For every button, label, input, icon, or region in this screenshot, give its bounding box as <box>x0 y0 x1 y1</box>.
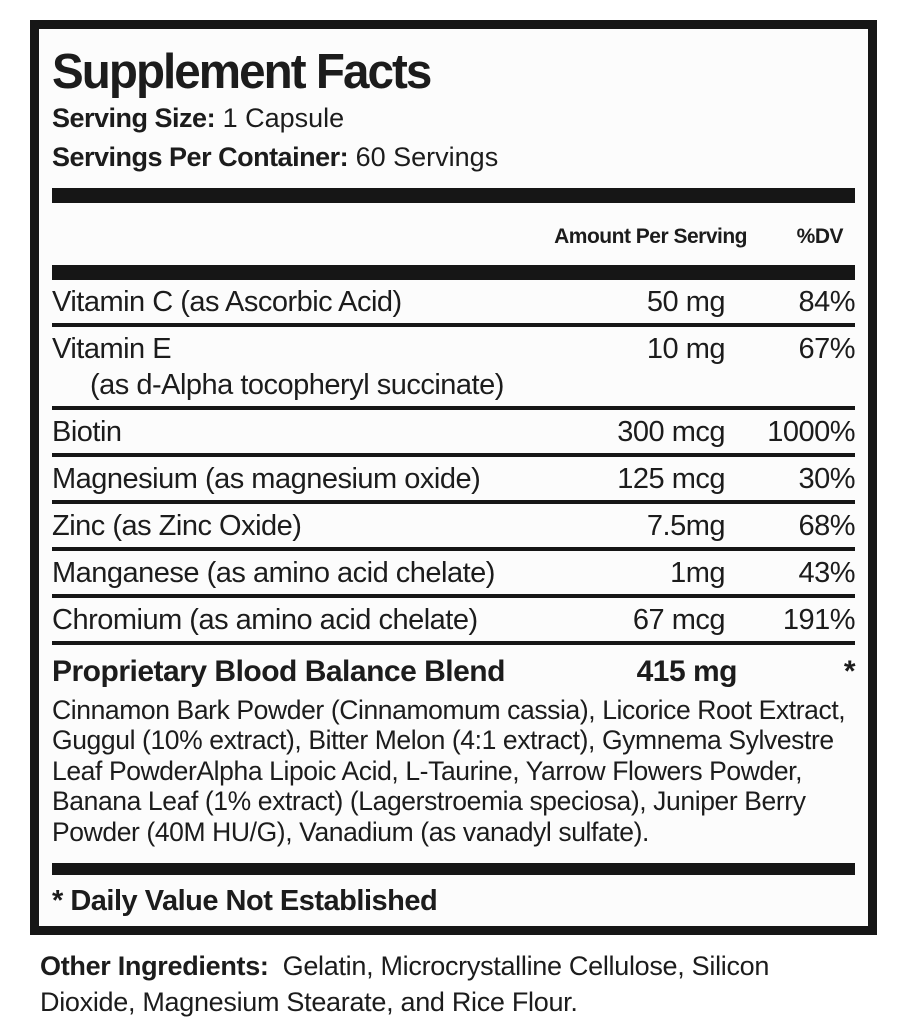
ingredient-name: Zinc (as Zinc Oxide) <box>52 509 302 542</box>
ingredient-dv: 1000% <box>767 415 855 448</box>
ingredient-dv: 67% <box>798 332 855 365</box>
ingredient-row-zinc: Zinc (as Zinc Oxide) 7.5mg 68% <box>52 504 856 551</box>
servings-per-container-label: Servings Per Container: <box>52 142 349 173</box>
divider-thick-header <box>52 264 855 280</box>
ingredient-row-biotin: Biotin 300 mcg 1000% <box>52 410 856 457</box>
label-title: Supplement Facts <box>52 45 432 99</box>
column-header-dv: %DV <box>796 224 844 248</box>
ingredient-row-manganese: Manganese (as amino acid chelate) 1mg 43… <box>52 551 856 598</box>
ingredient-amount: 50 mg <box>646 285 726 318</box>
ingredient-name-main: Vitamin E <box>52 332 172 365</box>
other-ingredients-section: Other Ingredients: Gelatin, Microcrystall… <box>40 948 870 1020</box>
servings-per-container-value: 60 Servings <box>355 142 499 173</box>
proprietary-blend-row: Proprietary Blood Balance Blend 415 mg * <box>52 645 856 691</box>
column-header-amount: Amount Per Serving <box>554 224 747 248</box>
other-ingredients-label: Other Ingredients: <box>40 951 269 981</box>
ingredient-name: Vitamin E (as d-Alpha tocopheryl succina… <box>52 333 557 401</box>
ingredient-amount: 300 mcg <box>617 415 725 448</box>
ingredient-dv: 191% <box>782 603 856 636</box>
blend-amount: 415 mg <box>636 654 738 688</box>
serving-size-line: Serving Size: 1 Capsule <box>52 101 855 137</box>
ingredient-name: Manganese (as amino acid chelate) <box>52 556 495 589</box>
ingredient-name: Magnesium (as magnesium oxide) <box>52 462 481 495</box>
ingredient-row-vitamin-c: Vitamin C (as Ascorbic Acid) 50 mg 84% <box>52 280 856 327</box>
ingredient-row-vitamin-e: Vitamin E (as d-Alpha tocopheryl succina… <box>52 327 856 410</box>
ingredient-row-chromium: Chromium (as amino acid chelate) 67 mcg … <box>52 598 856 645</box>
ingredient-row-magnesium: Magnesium (as magnesium oxide) 125 mcg 3… <box>52 457 856 504</box>
column-header-row: Amount Per Serving %DV <box>52 203 855 265</box>
ingredient-dv: 30% <box>798 462 855 495</box>
ingredient-name: Biotin <box>52 415 122 448</box>
blend-name: Proprietary Blood Balance Blend <box>52 654 505 688</box>
ingredient-name: Vitamin C (as Ascorbic Acid) <box>52 285 402 318</box>
other-ingredients-value: Gelatin, Microcrystalline Cellulose, Sil… <box>40 951 770 1017</box>
ingredient-dv: 68% <box>798 509 855 542</box>
serving-size-value: 1 Capsule <box>222 103 345 134</box>
ingredient-amount: 1mg <box>670 556 725 589</box>
blend-dv-asterisk: * <box>843 654 856 688</box>
servings-per-container-line: Servings Per Container: 60 Servings <box>52 140 855 176</box>
ingredient-name-sub: (as d-Alpha tocopheryl succinate) <box>90 368 504 401</box>
ingredient-amount: 10 mg <box>646 332 726 365</box>
ingredient-amount: 7.5mg <box>646 509 726 542</box>
divider-thick-top <box>52 187 855 203</box>
divider-thick-footer <box>52 863 855 876</box>
ingredient-amount: 125 mcg <box>617 462 725 495</box>
daily-value-footnote: * Daily Value Not Established <box>52 885 438 918</box>
ingredient-dv: 84% <box>798 285 855 318</box>
ingredient-amount: 67 mcg <box>632 603 726 636</box>
supplement-facts-label: Supplement Facts Serving Size: 1 Capsule… <box>30 20 877 935</box>
proprietary-blend-description: Cinnamon Bark Powder (Cinnamomum cassia)… <box>52 694 846 847</box>
serving-size-label: Serving Size: <box>52 103 216 134</box>
ingredient-name: Chromium (as amino acid chelate) <box>52 603 478 636</box>
ingredient-dv: 43% <box>798 556 855 589</box>
